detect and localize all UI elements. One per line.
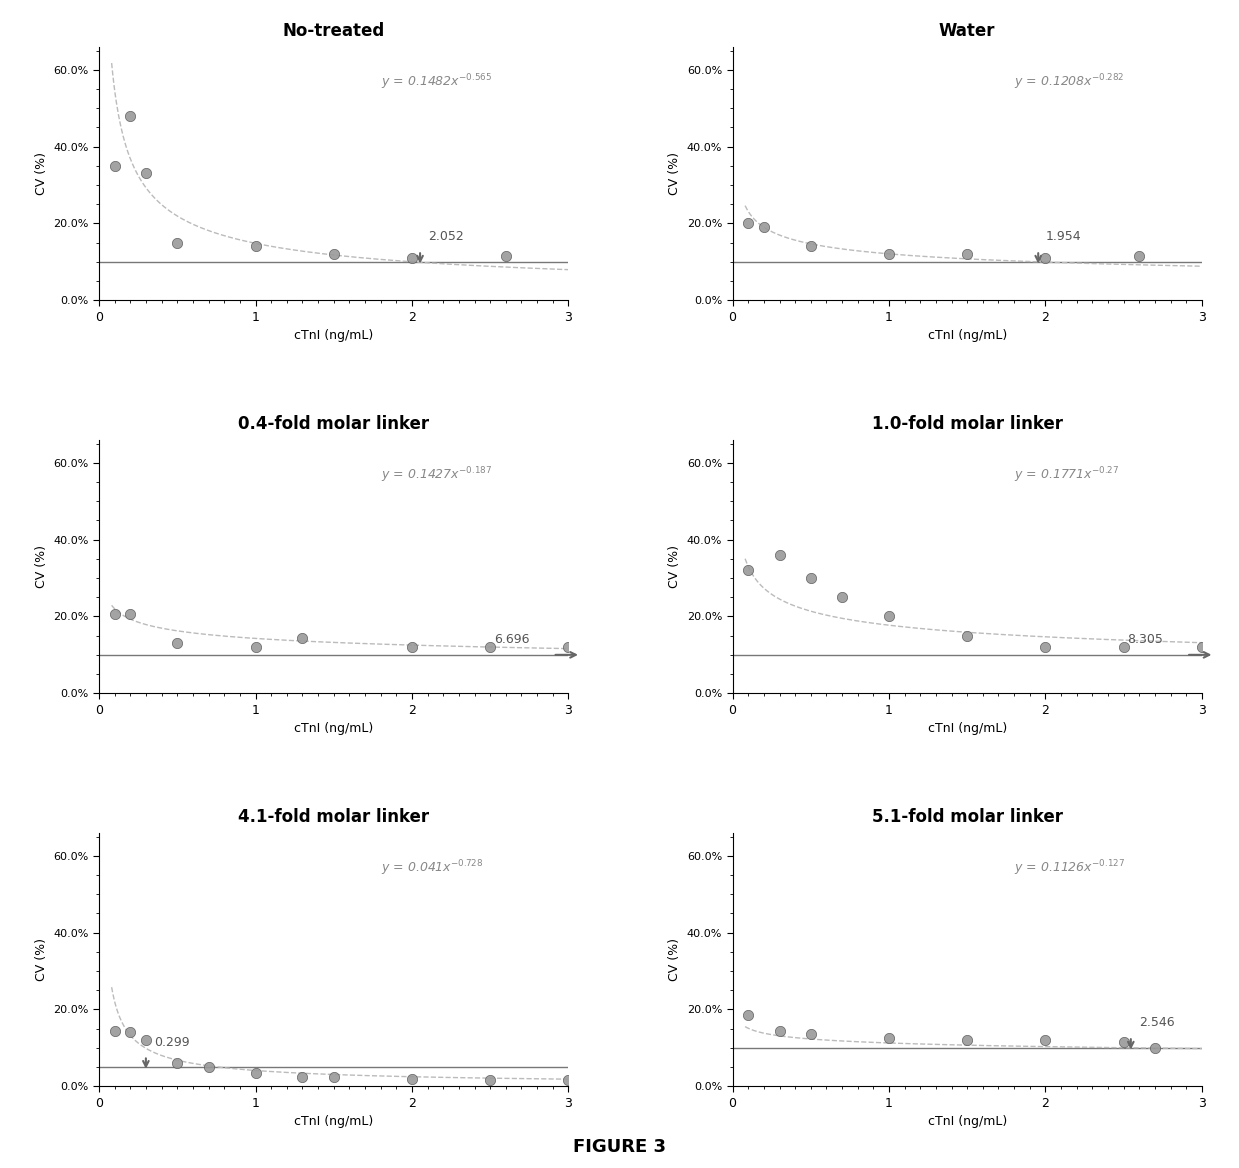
Point <box>167 234 187 252</box>
Point <box>136 165 156 183</box>
Point <box>738 214 758 232</box>
Point <box>105 605 125 624</box>
Point <box>880 1029 900 1048</box>
Point <box>481 638 501 656</box>
X-axis label: cTnI (ng/mL): cTnI (ng/mL) <box>294 722 373 735</box>
Text: 0.299: 0.299 <box>154 1036 190 1049</box>
Y-axis label: CV (%): CV (%) <box>668 938 681 981</box>
Point <box>496 246 515 265</box>
Point <box>245 237 265 256</box>
Point <box>800 569 820 588</box>
Text: 2.546: 2.546 <box>1139 1016 1175 1029</box>
X-axis label: cTnI (ng/mL): cTnI (ng/mL) <box>294 1115 373 1128</box>
Point <box>198 1058 218 1077</box>
Point <box>1114 1033 1134 1051</box>
Point <box>769 545 789 564</box>
Title: 4.1-fold molar linker: 4.1-fold molar linker <box>238 807 429 826</box>
Point <box>323 245 343 264</box>
Text: 8.305: 8.305 <box>1126 633 1162 646</box>
Point <box>481 1071 501 1090</box>
Title: 0.4-fold molar linker: 0.4-fold molar linker <box>238 415 429 432</box>
Text: FIGURE 3: FIGURE 3 <box>572 1139 667 1156</box>
X-axis label: cTnI (ng/mL): cTnI (ng/mL) <box>928 1115 1007 1128</box>
Point <box>755 218 774 237</box>
Point <box>769 1021 789 1040</box>
Point <box>136 1031 156 1050</box>
Text: 2.052: 2.052 <box>427 230 463 243</box>
Point <box>833 588 852 606</box>
Point <box>245 1063 265 1082</box>
Point <box>401 638 421 656</box>
Point <box>958 626 978 645</box>
Text: 1.954: 1.954 <box>1046 230 1082 243</box>
Title: No-treated: No-treated <box>282 22 385 40</box>
Y-axis label: CV (%): CV (%) <box>35 545 48 588</box>
Point <box>559 1071 579 1090</box>
Point <box>292 1068 312 1086</box>
Title: 1.0-fold molar linker: 1.0-fold molar linker <box>872 415 1063 432</box>
Point <box>167 1054 187 1072</box>
Text: y = 0.1126x$^{-0.127}$: y = 0.1126x$^{-0.127}$ <box>1015 858 1125 877</box>
Text: y = 0.1482x$^{-0.565}$: y = 0.1482x$^{-0.565}$ <box>380 72 492 91</box>
Y-axis label: CV (%): CV (%) <box>668 545 681 588</box>
X-axis label: cTnI (ng/mL): cTnI (ng/mL) <box>928 722 1007 735</box>
Point <box>167 634 187 653</box>
Point <box>120 605 140 624</box>
Point <box>245 638 265 656</box>
Title: Water: Water <box>939 22 995 40</box>
Point <box>105 157 125 175</box>
Point <box>880 245 900 264</box>
Point <box>958 245 978 264</box>
Point <box>1036 638 1056 656</box>
Point <box>401 249 421 267</box>
Point <box>105 1021 125 1040</box>
Point <box>1114 638 1134 656</box>
Text: 6.696: 6.696 <box>494 633 529 646</box>
Point <box>401 1069 421 1087</box>
Point <box>738 1006 758 1024</box>
Y-axis label: CV (%): CV (%) <box>35 938 48 981</box>
Point <box>1145 1038 1165 1057</box>
Point <box>120 1023 140 1042</box>
Point <box>1036 249 1056 267</box>
Y-axis label: CV (%): CV (%) <box>668 152 681 195</box>
X-axis label: cTnI (ng/mL): cTnI (ng/mL) <box>294 329 373 342</box>
Point <box>120 106 140 125</box>
Point <box>800 237 820 256</box>
Point <box>1036 1031 1056 1050</box>
Point <box>738 561 758 579</box>
Y-axis label: CV (%): CV (%) <box>35 152 48 195</box>
Title: 5.1-fold molar linker: 5.1-fold molar linker <box>872 807 1063 826</box>
Point <box>559 638 579 656</box>
Point <box>1130 246 1150 265</box>
Point <box>800 1026 820 1044</box>
Text: y = 0.1771x$^{-0.27}$: y = 0.1771x$^{-0.27}$ <box>1015 465 1119 485</box>
Text: y = 0.1208x$^{-0.282}$: y = 0.1208x$^{-0.282}$ <box>1015 72 1125 91</box>
Point <box>323 1068 343 1086</box>
Point <box>880 607 900 626</box>
Text: y = 0.1427x$^{-0.187}$: y = 0.1427x$^{-0.187}$ <box>380 465 492 485</box>
Point <box>292 628 312 647</box>
Text: y = 0.041x$^{-0.728}$: y = 0.041x$^{-0.728}$ <box>380 858 483 877</box>
X-axis label: cTnI (ng/mL): cTnI (ng/mL) <box>928 329 1007 342</box>
Point <box>1192 638 1212 656</box>
Point <box>958 1031 978 1050</box>
